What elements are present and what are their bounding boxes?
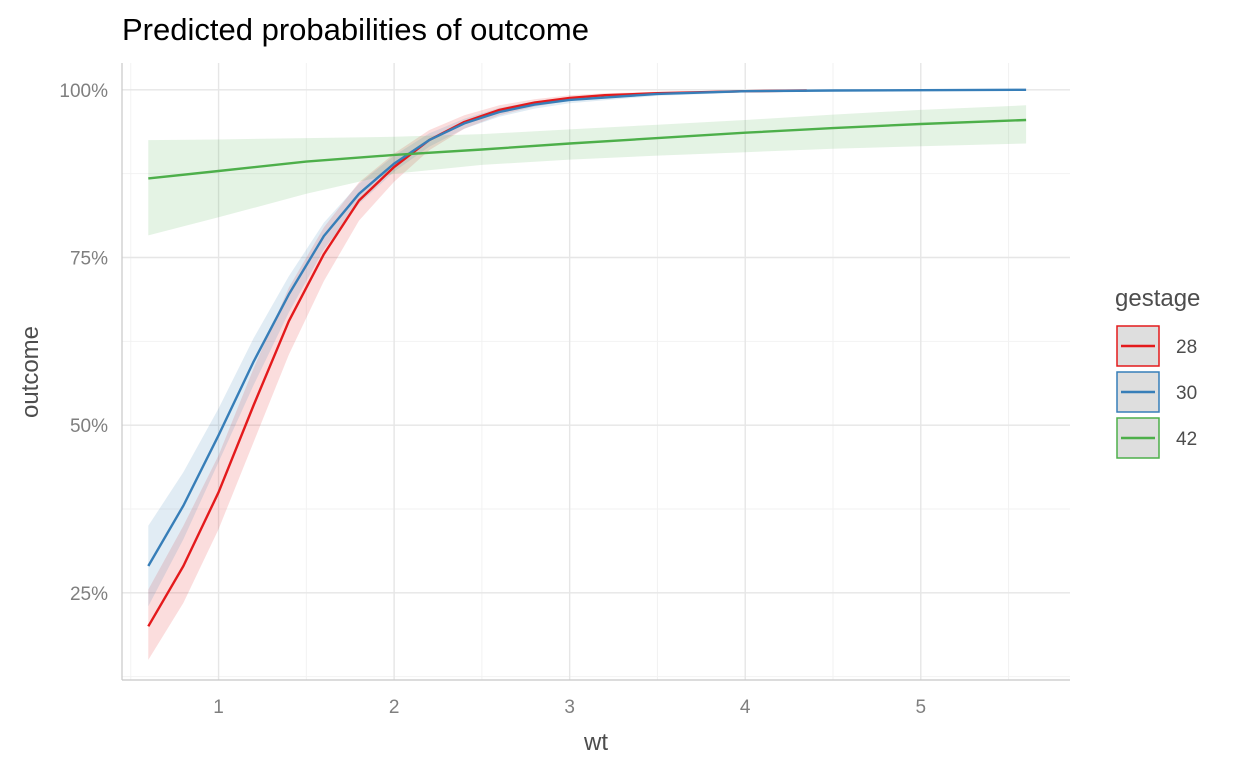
y-tick-label: 25%	[70, 584, 108, 605]
legend-item-28: 28	[1116, 325, 1197, 367]
y-tick-label: 75%	[70, 248, 108, 269]
y-tick-label: 50%	[70, 416, 108, 437]
legend-label-30: 30	[1176, 383, 1197, 404]
ci-band-28	[148, 89, 807, 660]
axes	[121, 63, 1070, 681]
x-tick-label: 4	[740, 697, 751, 718]
legend-label-28: 28	[1176, 337, 1197, 358]
y-tick-label: 100%	[59, 81, 108, 102]
legend-title: gestage	[1115, 285, 1200, 312]
tick-labels: 1 2 3 4 5 25% 50% 75% 100%	[59, 81, 926, 718]
y-axis-title: outcome	[17, 326, 44, 418]
chart-title: Predicted probabilities of outcome	[122, 12, 589, 47]
confidence-bands	[148, 89, 1027, 660]
ci-band-42	[148, 105, 1027, 236]
x-axis-title: wt	[583, 729, 608, 756]
x-tick-label: 5	[915, 697, 926, 718]
series-line-42	[148, 118, 1027, 180]
x-tick-label: 3	[564, 697, 575, 718]
x-tick-label: 1	[213, 697, 224, 718]
legend-item-30: 30	[1116, 371, 1197, 413]
series-line-30	[147, 88, 1027, 567]
legend: gestage 28 30 42	[1115, 285, 1200, 459]
legend-label-42: 42	[1176, 429, 1197, 450]
x-tick-label: 2	[389, 697, 400, 718]
series-lines	[147, 88, 1027, 627]
legend-item-42: 42	[1116, 417, 1197, 459]
